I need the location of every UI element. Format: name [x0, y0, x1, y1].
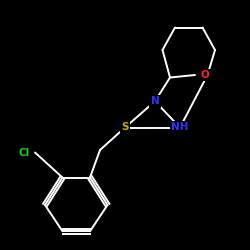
Text: NH: NH — [171, 122, 189, 132]
Text: Cl: Cl — [18, 148, 30, 158]
Text: N: N — [150, 96, 160, 106]
Text: S: S — [121, 122, 129, 132]
Text: O: O — [200, 70, 209, 80]
